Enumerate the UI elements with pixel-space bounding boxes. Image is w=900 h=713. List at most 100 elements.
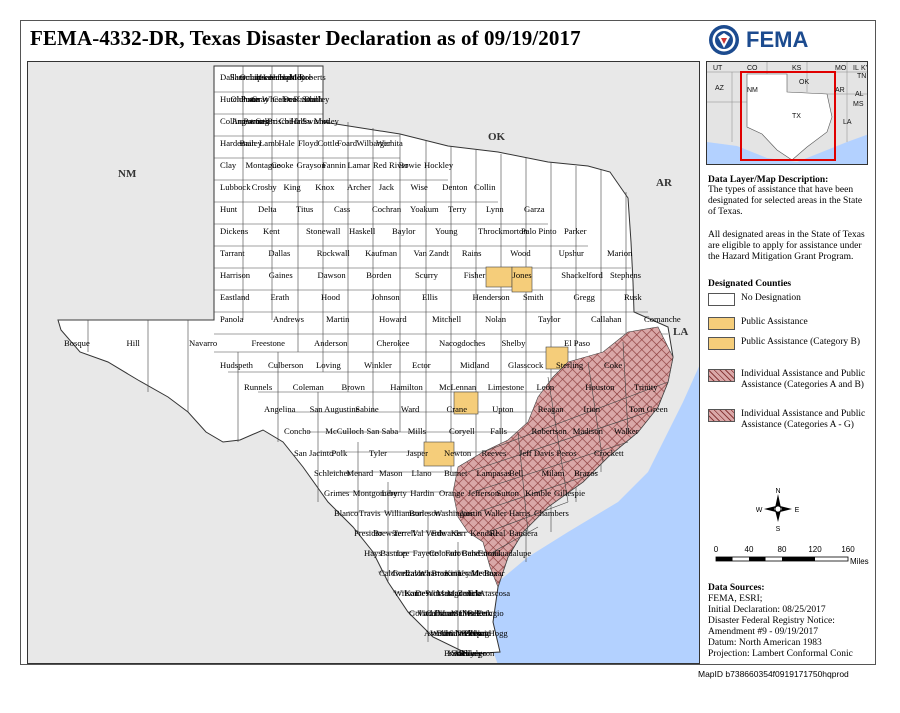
county-label: Cameron (463, 648, 495, 658)
county-label: Goliad (409, 608, 433, 618)
county-label: Zavala (458, 588, 482, 598)
county-label: Foard (337, 138, 358, 148)
county-label: Angelina (264, 404, 296, 414)
inset-texas (746, 73, 833, 161)
county-label: Fort Bend (445, 548, 480, 558)
county-label: Delta (258, 204, 277, 214)
legend-swatch (708, 409, 735, 422)
scale-tick-label: 160 (841, 545, 855, 554)
county-label: Dallas (268, 248, 291, 258)
county-label: Tyler (369, 448, 387, 458)
map-id: MapID b738660354f0919171750hqprod (698, 669, 849, 679)
county-label: Medina (471, 568, 497, 578)
county-label: Real (490, 528, 506, 538)
county-label: Bastrop (380, 548, 407, 558)
state-label: NM (118, 168, 137, 180)
county-label: Waller (484, 508, 507, 518)
county-label: Lipscomb (250, 72, 284, 82)
dhs-seal-icon (709, 25, 739, 55)
county-label: Grimes (324, 488, 350, 498)
county-label: Gillespie (554, 488, 585, 498)
county-label: Rusk (624, 292, 642, 302)
county-label: Bell (509, 468, 524, 478)
county-label: Cottle (318, 138, 339, 148)
county-label: Falls (490, 426, 507, 436)
county-label: Collin (474, 182, 496, 192)
county-label: Jackson (426, 588, 454, 598)
county-label: Uvalde (458, 568, 483, 578)
county-label: Starr (452, 648, 469, 658)
county-label: Collingsworth (220, 116, 270, 126)
inset-extent-box (740, 71, 836, 161)
county-label: Anderson (314, 338, 348, 348)
inset-state-label: NM (747, 87, 758, 94)
county-label: Wise (411, 182, 428, 192)
county-label: Williamson (384, 508, 424, 518)
county-label: Upshur (559, 248, 584, 258)
county-label: Presidio (354, 528, 382, 538)
county-label: Blanco (334, 508, 358, 518)
county-label: Hudspeth (220, 360, 254, 370)
county-label: Van Zandt (414, 248, 450, 258)
county-label: Stonewall (306, 226, 341, 236)
county-label: Atascosa (479, 588, 510, 598)
north-arrow-icon: N S W E (756, 488, 800, 532)
county-label: Jack (379, 182, 395, 192)
county-label: Oldham (231, 94, 259, 104)
county-label: Howard (379, 314, 407, 324)
county-label: Kerr (451, 528, 467, 538)
county-label: Henderson (473, 292, 511, 302)
county-label: Marion (607, 248, 633, 258)
county-label: Llano (412, 468, 432, 478)
county-label: Irion (583, 404, 600, 414)
map-title: FEMA-4332-DR, Texas Disaster Declaration… (30, 26, 581, 50)
county-label: Kimble (525, 488, 551, 498)
locator-inset-map: UT CO KS MO ILKYTN AZ NM OK AR MS AL TX LA (706, 61, 868, 165)
scale-bar: 0 40 80 120 160 Miles (708, 539, 870, 573)
legend-swatch (708, 337, 735, 350)
county-label: Frio (468, 588, 482, 598)
county-label: Gonzales (392, 568, 425, 578)
state-label: OK (488, 131, 506, 143)
source-line: Projection: Lambert Conformal Conic (708, 649, 853, 659)
county-label: La Salle (443, 608, 472, 618)
county-label: Polk (332, 448, 348, 458)
county-label: Ward (401, 404, 420, 414)
county-label: DeWitt (415, 588, 441, 598)
county-label: Hockley (424, 160, 454, 170)
county-label: Pecos (557, 448, 578, 458)
inset-state-label: TX (792, 113, 801, 120)
legend-item-pa: Public Assistance (708, 317, 870, 330)
county-label: Johnson (372, 292, 401, 302)
county-label: Live Oak (459, 608, 492, 618)
state-label: LA (673, 326, 688, 338)
source-line: Initial Declaration: 08/25/2017 (708, 605, 826, 615)
county-label: Eastland (220, 292, 250, 302)
description-text: The types of assistance that have been d… (708, 185, 863, 217)
county-label: Culberson (268, 360, 304, 370)
county-label: Stephens (610, 270, 642, 280)
county-label: Haskell (349, 226, 376, 236)
county-label: Sabine (355, 404, 379, 414)
county-label: Titus (296, 204, 314, 214)
state-label: AR (656, 177, 673, 189)
county-label: Cherokee (377, 338, 410, 348)
county-label: Wharton (418, 568, 449, 578)
county-label: Newton (444, 448, 472, 458)
county-label: Tom Green (629, 404, 668, 414)
county-label: Red River (373, 160, 408, 170)
county-label: Gray (252, 94, 270, 104)
county-label: Runnels (244, 382, 273, 392)
county-label: Hardeman (220, 138, 256, 148)
county-label: Scurry (415, 270, 439, 280)
county-label: Jones (513, 270, 533, 280)
county-label: Motley (314, 116, 340, 126)
county-label: Wichita (376, 138, 403, 148)
county-label: Lubbock (220, 182, 251, 192)
county-label: Jeff Davis (519, 448, 555, 458)
county-label: San Augustine (310, 404, 360, 414)
county-label: Webb (430, 628, 450, 638)
county-label: Hill (127, 338, 141, 348)
county-label: Jim Wells (443, 628, 477, 638)
county-label: Bandera (509, 528, 538, 538)
